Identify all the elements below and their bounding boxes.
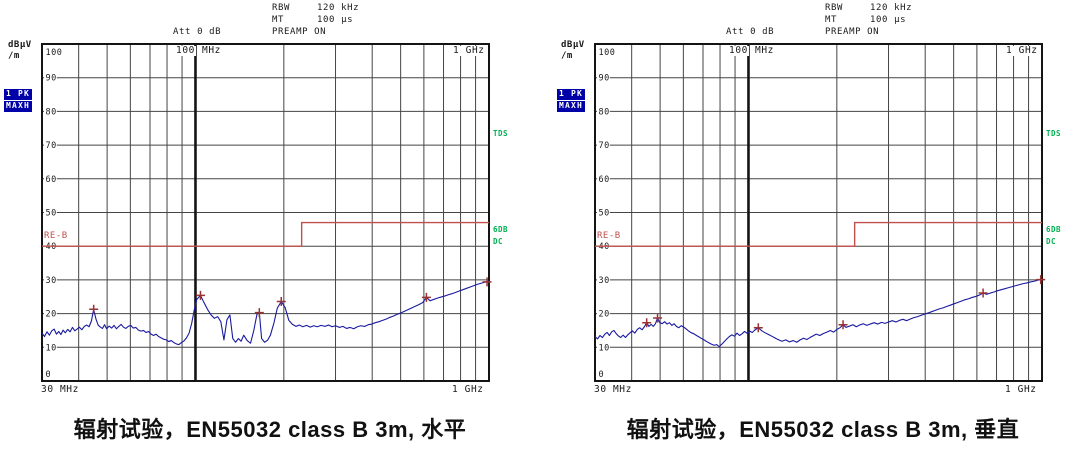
svg-text:100: 100 — [46, 48, 63, 58]
preamp-label: PREAMP ON — [272, 27, 327, 37]
svg-text:0: 0 — [599, 370, 605, 380]
x-tick-100mhz-unit: MHz — [754, 45, 775, 56]
svg-text:60: 60 — [46, 175, 57, 185]
att-label: Att 0 dB — [726, 27, 775, 37]
y-axis-unit-per-m: /m — [561, 51, 573, 61]
x-tick-100mhz-number: 100 — [175, 45, 196, 56]
svg-text:60: 60 — [599, 175, 610, 185]
x-tick-100mhz-unit: MHz — [201, 45, 222, 56]
y-axis-unit: dBµV — [561, 40, 585, 50]
svg-text:100: 100 — [599, 48, 616, 58]
mt-value: 100 µs — [317, 15, 354, 25]
x-axis-start-label: 30 MHz — [594, 384, 632, 395]
dc-label: DC — [493, 237, 504, 246]
sixdb-label: 6DB — [1046, 225, 1062, 234]
svg-text:70: 70 — [46, 141, 57, 151]
trace-mode-badge-peak: 1 PK — [4, 89, 33, 100]
x-tick-1ghz-top: 1 GHz — [1005, 45, 1039, 56]
svg-text:10: 10 — [599, 343, 610, 353]
x-tick-100mhz-number: 100 — [728, 45, 749, 56]
tds-label: TDS — [1046, 129, 1062, 138]
mt-value: 100 µs — [870, 15, 907, 25]
svg-text:20: 20 — [46, 310, 57, 320]
svg-text:50: 50 — [46, 209, 57, 219]
x-tick-1ghz-top: 1 GHz — [452, 45, 486, 56]
y-axis-unit-per-m: /m — [8, 51, 20, 61]
svg-text:40: 40 — [46, 242, 57, 252]
svg-text:50: 50 — [599, 209, 610, 219]
plot-caption-horizontal: 辐射试验，EN55032 class B 3m, 水平 — [73, 417, 467, 442]
limit-line-name: RE-B — [597, 231, 621, 241]
svg-text:80: 80 — [599, 107, 610, 117]
svg-text:90: 90 — [46, 74, 57, 84]
x-axis-start-label: 30 MHz — [41, 384, 79, 395]
plot-caption-vertical: 辐射试验，EN55032 class B 3m, 垂直 — [626, 417, 1020, 442]
svg-text:90: 90 — [599, 74, 610, 84]
mt-label: MT — [825, 15, 838, 25]
x-axis-end-label: 1 GHz — [452, 384, 484, 395]
dc-label: DC — [1046, 237, 1057, 246]
preamp-label: PREAMP ON — [825, 27, 880, 37]
emc-plot-panel-horizontal: 100 90 80 70 60 50 40 30 20 10 0 RBW 120 kHz MT 10… — [4, 3, 509, 442]
svg-text:80: 80 — [46, 107, 57, 117]
x-axis-end-label: 1 GHz — [1005, 384, 1037, 395]
trace-mode-badge-peak: 1 PK — [557, 89, 586, 100]
svg-text:0: 0 — [46, 370, 52, 380]
svg-text:20: 20 — [599, 310, 610, 320]
att-label: Att 0 dB — [173, 27, 222, 37]
rbw-label: RBW — [272, 3, 291, 13]
emc-plot-panel-vertical: 100 90 80 70 60 50 40 30 20 10 0 RBW 120 kHz MT 10… — [553, 0, 1080, 470]
svg-text:30: 30 — [599, 276, 610, 286]
y-axis-unit: dBµV — [8, 40, 32, 50]
rbw-value: 120 kHz — [870, 3, 913, 13]
limit-line-name: RE-B — [44, 231, 68, 241]
tds-label: TDS — [493, 129, 509, 138]
trace-mode-badge-maxhold: MAXH — [4, 101, 33, 112]
trace-mode-badge-maxhold: MAXH — [557, 101, 586, 112]
rbw-label: RBW — [825, 3, 844, 13]
svg-text:30: 30 — [46, 276, 57, 286]
sixdb-label: 6DB — [493, 225, 509, 234]
mt-label: MT — [272, 15, 285, 25]
rbw-value: 120 kHz — [317, 3, 360, 13]
svg-text:40: 40 — [599, 242, 610, 252]
svg-text:70: 70 — [599, 141, 610, 151]
svg-text:10: 10 — [46, 343, 57, 353]
